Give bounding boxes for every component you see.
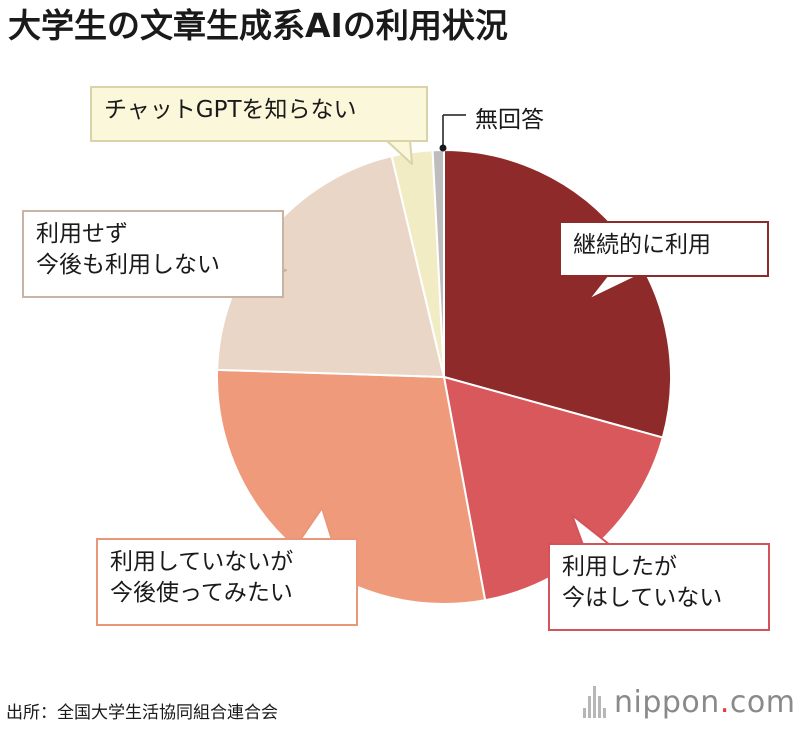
logo-bars-icon <box>583 686 606 718</box>
source-note: 出所：全国大学生活協同組合連合会 <box>6 703 278 723</box>
logo-main: nippon <box>614 684 720 720</box>
logo-text: nippon.com <box>614 685 795 720</box>
callout-line: チャットGPTを知らない <box>104 97 357 123</box>
noanswer-leader-line <box>439 114 466 152</box>
callout-chatgpt-unknown: チャットGPTを知らない <box>90 86 428 142</box>
callout-not-used-want-to-try: 利用していないが 今後使ってみたい <box>96 538 358 626</box>
callout-line: 利用せず <box>36 221 128 247</box>
chart-title: 大学生の文章生成系AIの利用状況 <box>8 6 508 45</box>
callout-continued-use: 継続的に利用 <box>559 221 769 277</box>
callout-line: 今はしていない <box>562 585 723 611</box>
callout-no-use-in-future: 利用せず 今後も利用しない <box>22 210 284 298</box>
callout-line: 利用したが <box>562 554 677 580</box>
callout-line: 今後使ってみたい <box>110 580 293 606</box>
callout-line: 利用していないが <box>110 549 294 575</box>
logo-dot: . <box>719 684 730 720</box>
callout-used-but-stopped: 利用したが 今はしていない <box>548 543 770 631</box>
label-no-answer: 無回答 <box>475 107 544 133</box>
callout-line: 今後も利用しない <box>36 252 220 278</box>
logo-suffix: com <box>729 684 796 720</box>
nippon-com-logo: nippon.com <box>583 682 795 722</box>
callout-line: 継続的に利用 <box>573 232 711 258</box>
